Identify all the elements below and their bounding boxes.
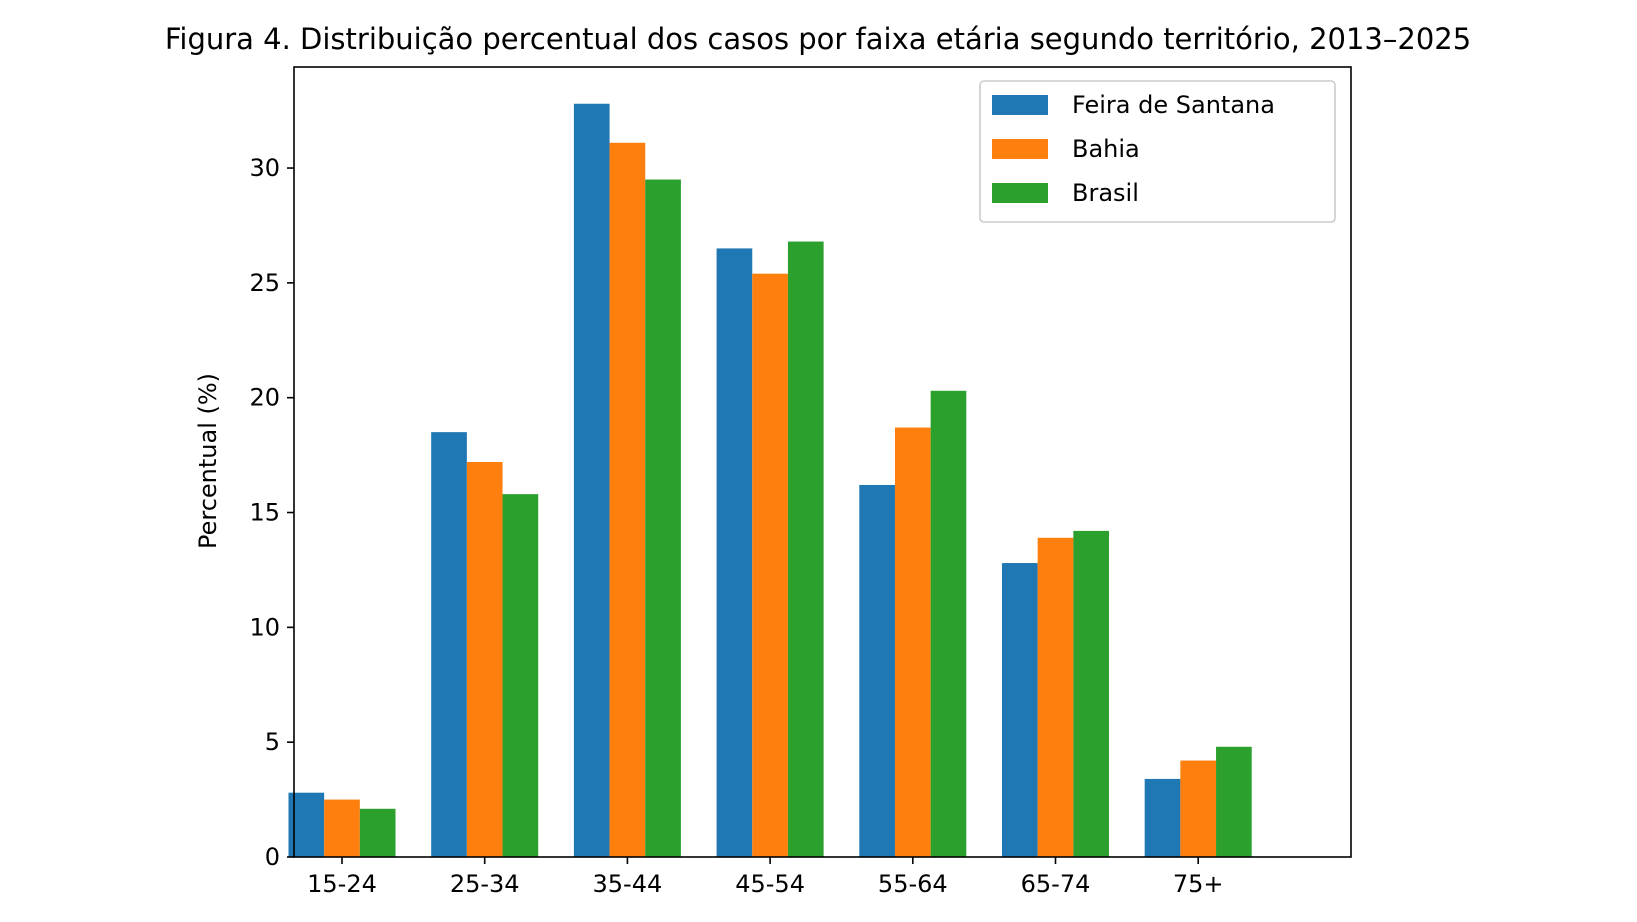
bar-brasil-25-34 bbox=[502, 494, 539, 857]
bar-brasil-65-74 bbox=[1073, 530, 1110, 857]
legend-swatch bbox=[992, 139, 1048, 159]
bar-bahia-25-34 bbox=[466, 462, 503, 857]
y-tick-label: 5 bbox=[265, 728, 280, 756]
x-tick-label: 35-44 bbox=[593, 870, 663, 898]
y-axis-label: Percentual (%) bbox=[194, 373, 222, 549]
bar-brasil-75+ bbox=[1216, 746, 1252, 857]
y-tick-label: 30 bbox=[249, 154, 280, 182]
bar-brasil-15-24 bbox=[359, 808, 396, 857]
x-tick-label: 15-24 bbox=[307, 870, 377, 898]
x-tick-label: 45-54 bbox=[735, 870, 805, 898]
bar-feira-de-santana-45-54 bbox=[716, 248, 753, 857]
bar-bahia-55-64 bbox=[894, 427, 931, 857]
y-tick-label: 15 bbox=[249, 499, 280, 527]
bar-feira-de-santana-25-34 bbox=[431, 432, 467, 857]
bar-bahia-35-44 bbox=[609, 142, 646, 857]
axes-layer: 0 5 10 15 20 25 30 15-24 25-34 35-44 45-54 55-64 65-… bbox=[249, 66, 1352, 898]
bar-feira-de-santana-35-44 bbox=[573, 103, 610, 857]
legend: Feira de Santana Bahia Brasil bbox=[979, 80, 1336, 223]
y-tick-label: 25 bbox=[249, 269, 280, 297]
y-tick-label: 10 bbox=[249, 613, 280, 641]
legend-swatch bbox=[992, 95, 1048, 115]
x-tick-label: 55-64 bbox=[878, 870, 948, 898]
legend-label: Bahia bbox=[1072, 135, 1140, 163]
bar-feira-de-santana-65-74 bbox=[1001, 563, 1038, 857]
bar-bahia-75+ bbox=[1180, 760, 1217, 857]
y-tick-label: 20 bbox=[249, 384, 280, 412]
x-tick-label: 75+ bbox=[1173, 870, 1224, 898]
bar-bahia-45-54 bbox=[752, 273, 788, 857]
chart-title: Figura 4. Distribuição percentual dos ca… bbox=[165, 22, 1471, 56]
bar-feira-de-santana-75+ bbox=[1144, 778, 1181, 857]
legend-swatch bbox=[992, 183, 1048, 203]
x-tick-label: 25-34 bbox=[450, 870, 520, 898]
bar-brasil-35-44 bbox=[645, 179, 681, 858]
bar-bahia-65-74 bbox=[1037, 537, 1074, 857]
bar-brasil-55-64 bbox=[930, 390, 967, 857]
legend-label: Feira de Santana bbox=[1072, 91, 1275, 119]
bar-feira-de-santana-55-64 bbox=[859, 484, 895, 857]
bars-layer bbox=[288, 103, 1252, 858]
legend-label: Brasil bbox=[1072, 179, 1139, 207]
bar-bahia-15-24 bbox=[324, 799, 360, 857]
plot-frame bbox=[293, 66, 1352, 858]
x-tick-label: 65-74 bbox=[1021, 870, 1091, 898]
legend-box bbox=[979, 80, 1336, 223]
bar-brasil-45-54 bbox=[787, 241, 824, 857]
y-tick-label: 0 bbox=[265, 843, 280, 871]
